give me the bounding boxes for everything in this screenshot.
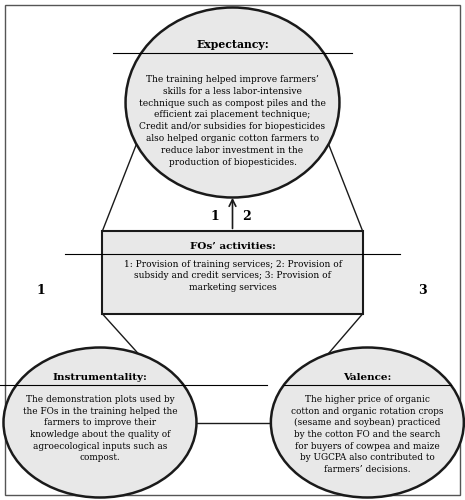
Text: 2: 2 xyxy=(242,210,251,222)
Text: 1: 1 xyxy=(37,284,45,298)
Text: 1: Provision of training services; 2: Provision of
subsidy and credit services; : 1: Provision of training services; 2: Pr… xyxy=(124,260,341,292)
Ellipse shape xyxy=(126,8,339,198)
Text: The training helped improve farmers’
skills for a less labor-intensive
technique: The training helped improve farmers’ ski… xyxy=(139,75,326,166)
Text: 1: 1 xyxy=(211,210,219,222)
Ellipse shape xyxy=(271,348,464,498)
Text: 3: 3 xyxy=(418,284,426,298)
Text: Instrumentality:: Instrumentality: xyxy=(53,373,147,382)
Text: Valence:: Valence: xyxy=(343,373,392,382)
Text: Expectancy:: Expectancy: xyxy=(196,40,269,50)
Text: FOs’ activities:: FOs’ activities: xyxy=(190,242,275,251)
Text: The higher price of organic
cotton and organic rotation crops
(sesame and soybea: The higher price of organic cotton and o… xyxy=(291,395,444,474)
Text: The demonstration plots used by
the FOs in the training helped the
farmers to im: The demonstration plots used by the FOs … xyxy=(23,395,177,462)
FancyBboxPatch shape xyxy=(102,231,363,314)
Ellipse shape xyxy=(3,348,197,498)
